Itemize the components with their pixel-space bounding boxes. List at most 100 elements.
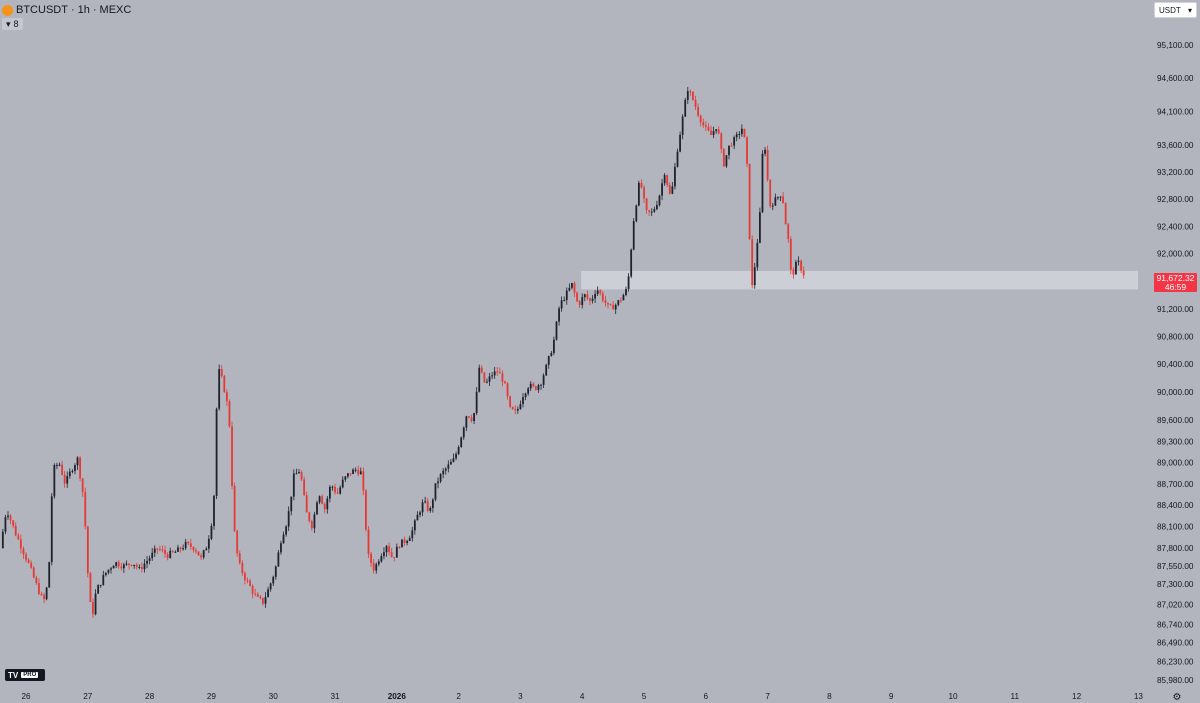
candle: [171, 550, 174, 553]
candle-body: [604, 300, 607, 303]
candle: [89, 571, 92, 603]
candle: [766, 145, 769, 182]
exchange-label: MEXC: [99, 4, 132, 16]
candle-body: [717, 129, 720, 134]
candle: [38, 578, 40, 596]
candle-body: [653, 209, 656, 212]
candle-body: [452, 458, 455, 462]
candle: [769, 179, 772, 209]
candle: [604, 295, 607, 307]
candle-body: [645, 198, 648, 211]
settings-icon[interactable]: ⚙: [1173, 692, 1182, 703]
candle: [267, 586, 269, 598]
time-tick-label: 11: [1011, 692, 1020, 701]
candle: [795, 259, 797, 275]
candle-body: [19, 539, 22, 549]
candle: [349, 473, 352, 477]
price-tick-label: 86,230.00: [1157, 658, 1194, 667]
candle-body: [370, 553, 372, 563]
time-tick-label: 28: [145, 692, 155, 701]
candle-body: [388, 546, 391, 553]
candle-body: [403, 539, 406, 543]
candle-body: [671, 186, 674, 194]
time-axis[interactable]: 26 27 28 29 30 31 2026 2 3 4 5 6 7 8 9 10 11 12 13: [21, 692, 1143, 701]
candle: [509, 395, 512, 409]
price-axis[interactable]: 95,100.00 94,600.00 94,100.00 93,600.00 93,2…: [1157, 41, 1194, 685]
support-zone[interactable]: [581, 270, 1138, 290]
candle-body: [246, 580, 249, 582]
candle: [524, 392, 527, 401]
candle: [710, 125, 712, 136]
candle-body: [486, 381, 488, 383]
candle-body: [650, 211, 653, 213]
candle: [202, 549, 205, 560]
candle: [460, 436, 463, 448]
candle-body: [97, 585, 100, 594]
candle-body: [285, 526, 288, 535]
candle: [550, 350, 553, 357]
candle: [362, 467, 365, 496]
candle-body: [86, 526, 89, 574]
candle: [411, 526, 414, 542]
price-tick-label: 90,400.00: [1157, 360, 1194, 369]
candle-body: [553, 339, 555, 354]
candle: [426, 497, 429, 513]
candle-body: [282, 534, 285, 544]
candle: [553, 336, 555, 356]
candle-body: [151, 552, 154, 559]
candle: [9, 514, 12, 525]
candle-body: [712, 131, 715, 135]
candle-body: [529, 383, 532, 389]
candle: [120, 562, 123, 571]
candle-body: [738, 134, 741, 136]
candle: [779, 196, 782, 202]
time-tick-label: 10: [948, 692, 958, 701]
currency-select[interactable]: USDT ▾: [1154, 2, 1197, 18]
candle-body: [32, 567, 35, 578]
indicators-collapse-button[interactable]: ▾ 8: [2, 18, 23, 30]
symbol-header[interactable]: BTCUSDT · 1h · MEXC: [2, 3, 131, 17]
candle-body: [357, 469, 360, 475]
candle: [295, 468, 298, 475]
candle: [452, 453, 455, 463]
candle: [354, 467, 357, 473]
candle-body: [362, 471, 365, 491]
candle-body: [797, 260, 800, 262]
candle-body: [550, 353, 553, 357]
candle: [112, 565, 115, 569]
candle-body: [128, 563, 130, 565]
candle: [643, 185, 645, 204]
candle-body: [522, 397, 524, 405]
candle: [27, 558, 30, 564]
candle-body: [205, 548, 208, 551]
candle-body: [99, 584, 102, 586]
candle-body: [218, 369, 221, 409]
candle: [104, 572, 107, 577]
candle-body: [171, 550, 174, 552]
candle: [473, 412, 475, 425]
candle: [277, 549, 280, 567]
candle: [480, 365, 483, 374]
candle: [761, 150, 764, 214]
candle-body: [656, 205, 658, 210]
candle: [630, 248, 633, 279]
candle: [558, 306, 560, 326]
candle-body: [177, 547, 179, 552]
candle: [117, 559, 120, 569]
candle-body: [76, 457, 79, 466]
candle: [45, 586, 48, 601]
candle: [138, 564, 141, 570]
candle: [560, 296, 563, 312]
candle: [285, 525, 288, 537]
candle: [800, 259, 803, 274]
candle: [413, 518, 416, 535]
time-tick-label: 3: [518, 692, 523, 701]
tradingview-logo[interactable]: TV PRO: [5, 669, 45, 681]
candle-body: [241, 563, 244, 574]
candle-body: [184, 541, 187, 549]
candle: [398, 545, 401, 549]
candle: [789, 236, 792, 275]
candle-body: [766, 149, 769, 180]
candle-body: [202, 550, 205, 558]
